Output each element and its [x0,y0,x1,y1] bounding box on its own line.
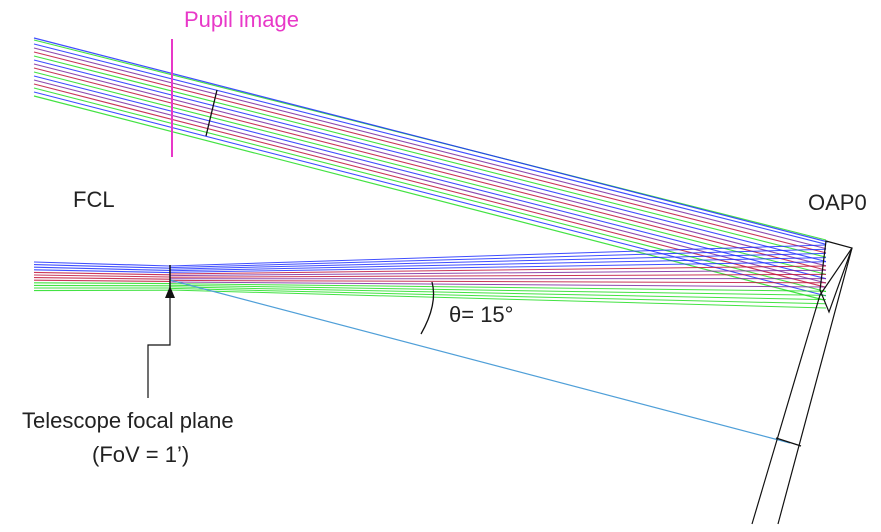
pupil-slab-edge [205,89,218,137]
upper-ray [33,59,827,263]
angle-label: θ= 15° [449,302,514,327]
upper-ray [33,55,827,258]
lower-ray-bundle [33,261,171,292]
fov-label: (FoV = 1’) [92,442,190,467]
upper-ray [33,51,827,254]
oap0-mirror [819,240,853,314]
lower-ray [33,279,171,282]
pointer-arrowhead [165,286,175,298]
lower-ray [33,277,171,280]
reflected-ray [169,279,827,284]
upper-ray-bundle [33,37,829,301]
lower-ray [33,264,171,269]
lower-ray [33,274,171,278]
upper-ray [33,75,827,280]
chief-ray [169,279,791,444]
lower-mirror [751,247,853,525]
reflected-ray [169,273,827,278]
reflected-ray [169,284,827,296]
reflected-ray [169,261,827,273]
upper-ray [33,91,827,297]
reflected-ray [169,283,827,292]
pupil-image-label: Pupil image [184,7,299,32]
fcl-label: FCL [73,187,115,212]
reflected-ray-fan [169,244,827,309]
reflected-ray [169,248,827,269]
reflected-ray [169,252,827,270]
lower-mirror-tick [775,437,802,447]
upper-ray [33,63,827,267]
upper-ray [33,83,827,288]
angle-arc [420,281,435,335]
lower-ray [33,266,171,271]
upper-ray-edge [33,37,829,243]
focal-plane-pointer [147,294,171,398]
reflected-ray [169,286,827,301]
lower-ray [33,282,171,285]
upper-ray-edge [33,95,825,301]
upper-ray [33,43,827,245]
reflected-ray [169,265,827,275]
upper-ray [33,87,827,293]
reflected-ray [169,289,827,309]
focal-plane-label: Telescope focal plane [22,408,234,433]
reflected-ray [169,269,827,277]
reflected-ray [169,287,827,305]
reflected-ray [169,257,827,272]
upper-ray [33,67,827,271]
lower-ray [33,261,171,267]
reflected-ray [169,281,827,288]
upper-ray [33,71,827,275]
lower-ray [33,271,171,276]
reflected-ray [169,244,827,267]
lower-ray [33,269,171,274]
oap0-label: OAP0 [808,190,867,215]
upper-ray [33,47,827,250]
